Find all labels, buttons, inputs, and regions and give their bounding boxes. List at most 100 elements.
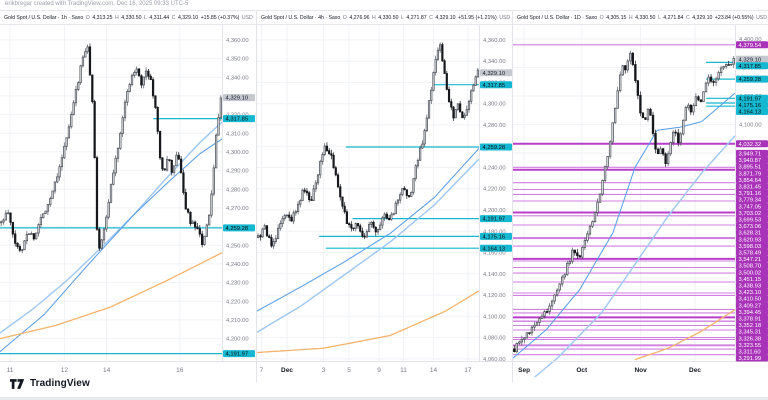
moving-average-line[interactable] (634, 309, 736, 361)
price-tick-label[interactable]: 4,310.00 (226, 131, 249, 137)
magenta-price-label[interactable]: 3,451.15 (736, 275, 768, 283)
time-tick-label[interactable]: 11 (7, 367, 14, 374)
moving-average-line[interactable] (256, 158, 480, 333)
price-tick-label[interactable]: 4,360.00 (483, 38, 506, 44)
price-tick-label[interactable]: 4,100.00 (483, 314, 506, 320)
price-tick-label[interactable]: 4,240.00 (483, 166, 506, 172)
magenta-price-label[interactable]: 4,379.54 (736, 41, 768, 49)
magenta-price-label[interactable]: 3,791.16 (736, 189, 768, 198)
chart-panel[interactable]: Gold Spot / U.S. Dollar · 1D · Saxo O 4,3… (512, 11, 768, 396)
time-tick-label[interactable]: 7 (260, 367, 264, 374)
price-tick-label[interactable]: 4,100.00 (739, 123, 762, 129)
cyan-price-label[interactable]: 4,164.13 (736, 108, 768, 116)
cyan-price-label[interactable]: 4,317.85 (736, 62, 768, 70)
time-tick-label[interactable]: 16 (176, 367, 184, 374)
price-tick-label[interactable]: 4,200.00 (483, 208, 506, 214)
chart-legend[interactable]: Gold Spot / U.S. Dollar · 4h · Saxo O 4,2… (257, 11, 512, 25)
chart-canvas[interactable]: 4,360.004,350.004,340.004,330.004,320.00… (0, 25, 256, 377)
price-tick-label[interactable]: 4,240.00 (226, 262, 249, 268)
magenta-price-label[interactable]: 3,378.91 (736, 314, 768, 323)
magenta-price-label[interactable]: 3,895.51 (736, 163, 768, 171)
magenta-price-label[interactable]: 3,831.45 (736, 182, 768, 191)
price-tick-label[interactable]: 4,060.00 (483, 357, 506, 363)
chart-legend[interactable]: Gold Spot / U.S. Dollar · 1D · Saxo O 4,3… (513, 11, 768, 25)
price-tick-label[interactable]: 4,220.00 (226, 299, 249, 305)
magenta-price-label[interactable]: 3,578.49 (736, 248, 768, 257)
symbol-title[interactable]: Gold Spot / U.S. Dollar · 4h · Saxo (261, 14, 341, 21)
time-tick-label[interactable]: 11 (400, 367, 407, 374)
price-tick-label[interactable]: 4,270.00 (226, 206, 249, 212)
magenta-price-label[interactable]: 3,423.10 (736, 288, 768, 297)
price-tick-label[interactable]: 4,340.00 (226, 75, 249, 81)
tradingview-logo[interactable]: TradingView (10, 378, 90, 389)
price-tick-label[interactable]: 4,340.00 (483, 59, 506, 65)
magenta-price-label[interactable]: 3,394.45 (736, 308, 768, 316)
last-price-label[interactable]: 4,329.10 (480, 69, 512, 77)
chart-panel[interactable]: Gold Spot / U.S. Dollar · 4h · Saxo O 4,2… (256, 11, 513, 382)
symbol-title[interactable]: Gold Spot / U.S. Dollar · 1D · Saxo (517, 14, 598, 21)
chart-canvas[interactable]: 4,360.004,340.004,320.004,300.004,280.00… (256, 25, 513, 377)
price-tick-label[interactable]: 4,350.00 (226, 57, 249, 63)
magenta-price-label[interactable]: 3,940.87 (736, 156, 768, 165)
time-tick-label[interactable]: 5 (347, 367, 351, 374)
moving-average-line[interactable] (0, 121, 223, 334)
cyan-price-label[interactable]: 4,191.97 (223, 350, 255, 358)
magenta-price-label[interactable]: 3,291.99 (736, 354, 768, 363)
magenta-price-label[interactable]: 3,326.38 (736, 334, 768, 343)
time-tick-label[interactable]: Nov (634, 367, 647, 374)
price-tick-label[interactable]: 4,180.00 (483, 229, 506, 235)
magenta-price-label[interactable]: 3,620.93 (736, 235, 768, 244)
magenta-price-label[interactable]: 3,854.64 (736, 176, 768, 184)
price-tick-label[interactable]: 4,160.00 (483, 251, 506, 257)
time-tick-label[interactable]: 12 (61, 367, 69, 374)
last-price-label[interactable]: 4,329.10 (736, 55, 768, 64)
moving-average-line[interactable] (0, 252, 223, 340)
price-tick-label[interactable]: 4,210.00 (226, 318, 249, 324)
magenta-price-label[interactable]: 3,547.21 (736, 255, 768, 264)
moving-average-line[interactable] (256, 147, 480, 312)
price-tick-label[interactable]: 4,360.00 (226, 38, 249, 44)
cyan-price-label[interactable]: 4,175.16 (736, 101, 768, 109)
magenta-price-label[interactable]: 3,598.03 (736, 242, 768, 250)
magenta-price-label[interactable]: 3,699.53 (736, 215, 768, 224)
chart-legend[interactable]: Gold Spot / U.S. Dollar · 1h · Saxo O 4,3… (0, 11, 256, 25)
cyan-price-label[interactable]: 4,191.97 (480, 215, 512, 223)
price-tick-label[interactable]: 4,280.00 (226, 187, 249, 193)
moving-average-line[interactable] (0, 138, 223, 353)
cyan-price-label[interactable]: 4,259.28 (223, 224, 255, 232)
price-tick-label[interactable]: 4,230.00 (226, 281, 249, 287)
magenta-price-label[interactable]: 4,032.32 (736, 140, 768, 148)
magenta-price-label[interactable]: 3,508.70 (736, 262, 768, 270)
time-tick-label[interactable]: Dec (689, 367, 701, 374)
price-tick-label[interactable]: 4,250.00 (226, 243, 249, 249)
price-tick-label[interactable]: 4,280.00 (483, 123, 506, 129)
magenta-price-label[interactable]: 3,345.31 (736, 328, 768, 336)
time-tick-label[interactable]: 14 (103, 367, 111, 374)
cyan-price-label[interactable]: 4,317.85 (480, 81, 512, 89)
price-tick-label[interactable]: 4,220.00 (483, 187, 506, 193)
time-tick-label[interactable]: 14 (430, 367, 438, 374)
price-tick-label[interactable]: 4,140.00 (483, 272, 506, 278)
price-tick-label[interactable]: 4,120.00 (483, 293, 506, 299)
cyan-price-label[interactable]: 4,164.13 (480, 244, 512, 253)
cyan-price-label[interactable]: 4,259.28 (480, 143, 512, 152)
cyan-price-label[interactable]: 4,175.16 (480, 232, 512, 241)
magenta-price-label[interactable]: 3,410.50 (736, 295, 768, 303)
magenta-price-label[interactable]: 3,500.02 (736, 268, 768, 277)
magenta-price-label[interactable]: 3,323.55 (736, 341, 768, 349)
magenta-price-label[interactable]: 3,673.06 (736, 222, 768, 231)
price-tick-label[interactable]: 4,300.00 (483, 102, 506, 108)
magenta-price-label[interactable]: 3,871.79 (736, 169, 768, 178)
magenta-price-label[interactable]: 3,779.34 (736, 196, 768, 204)
chart-panel[interactable]: Gold Spot / U.S. Dollar · 1h · Saxo O 4,3… (0, 11, 256, 382)
moving-average-line[interactable] (256, 290, 480, 354)
magenta-price-label[interactable]: 3,311.60 (736, 347, 768, 356)
magenta-price-label[interactable]: 3,628.31 (736, 229, 768, 237)
price-tick-label[interactable]: 4,290.00 (226, 169, 249, 175)
time-tick-label[interactable]: 3 (322, 367, 326, 374)
last-price-label[interactable]: 4,329.10 (223, 94, 255, 102)
chart-canvas[interactable]: 4,400.004,300.004,200.004,100.004,000.00… (512, 25, 768, 396)
cyan-price-label[interactable]: 4,191.97 (736, 94, 768, 103)
magenta-price-label[interactable]: 3,352.18 (736, 321, 768, 330)
time-tick-label[interactable]: Sep (518, 367, 530, 374)
